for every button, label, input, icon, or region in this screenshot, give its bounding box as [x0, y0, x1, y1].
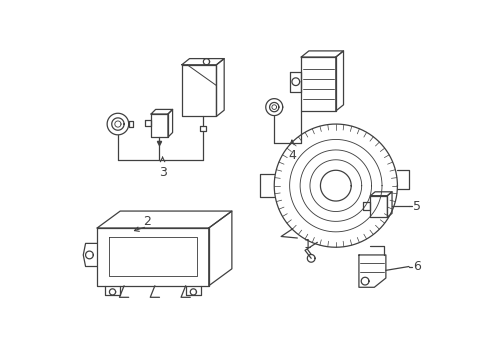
- Text: 5: 5: [413, 200, 421, 213]
- Text: 3: 3: [159, 166, 167, 179]
- Text: 4: 4: [288, 149, 296, 162]
- Text: 2: 2: [143, 215, 151, 228]
- Polygon shape: [307, 255, 315, 262]
- Text: 1: 1: [303, 238, 311, 251]
- Text: 6: 6: [413, 260, 421, 273]
